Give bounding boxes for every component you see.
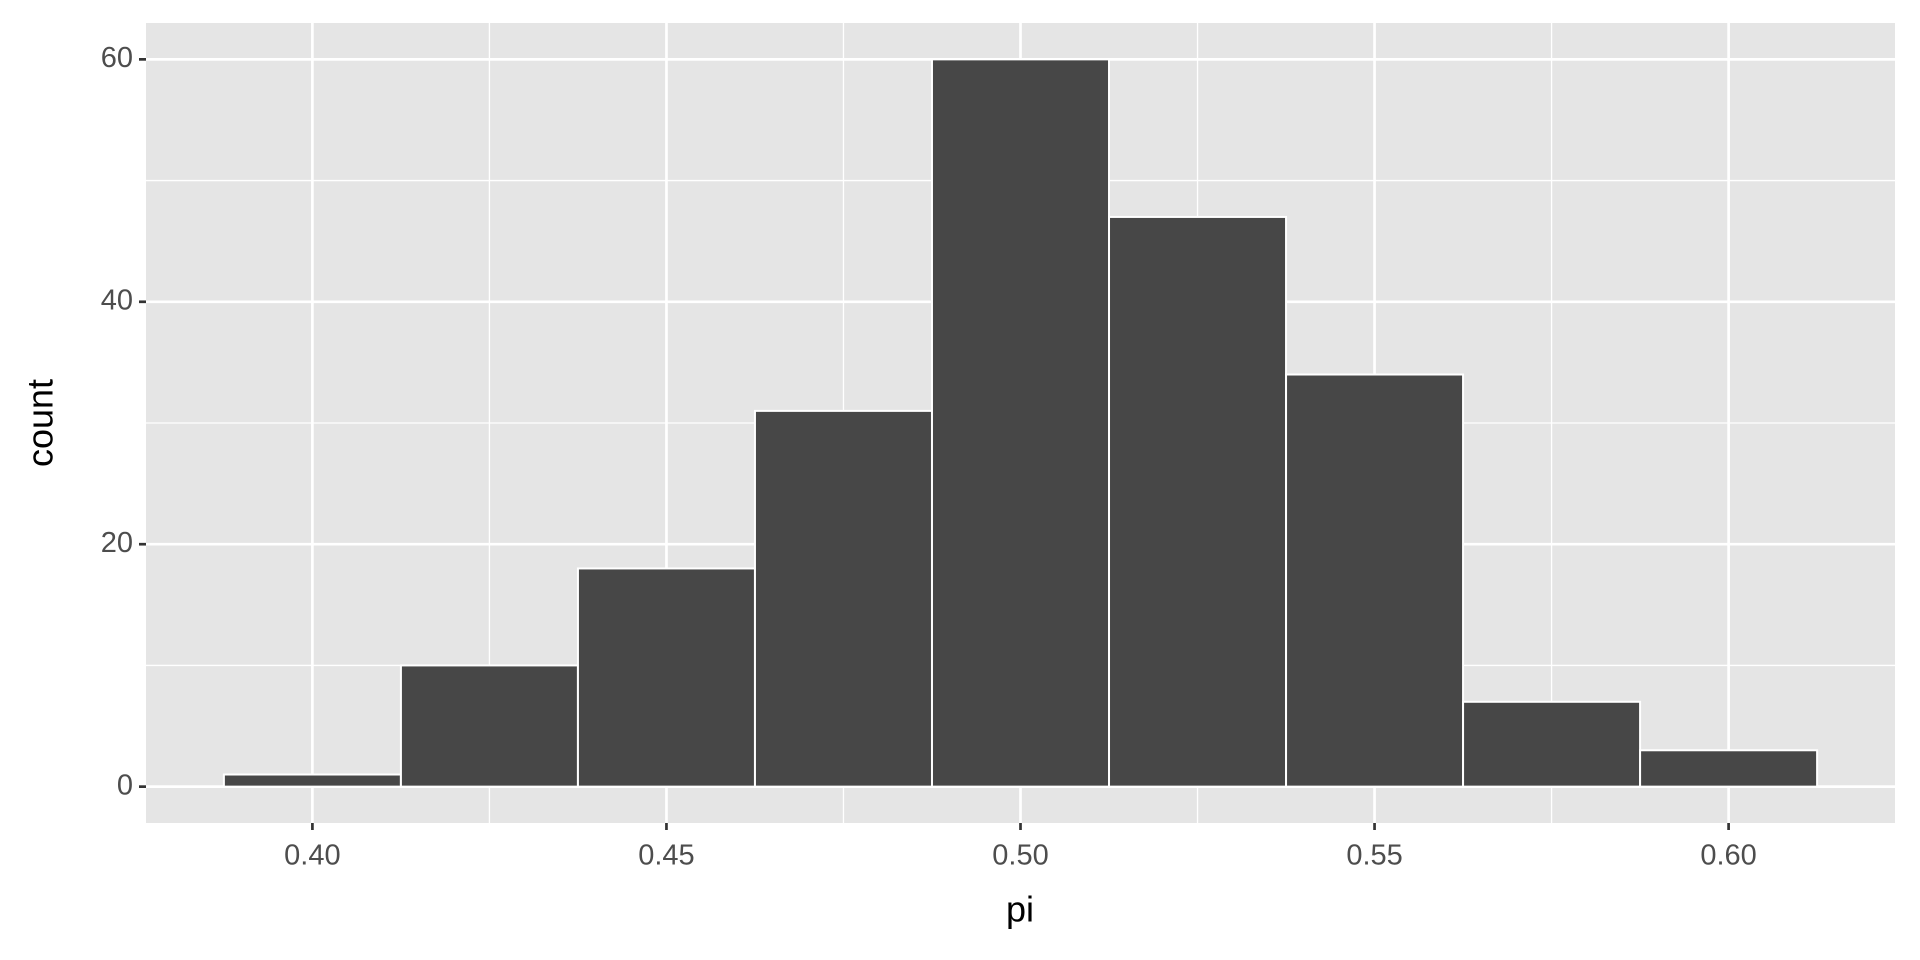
y-tick-label: 40 <box>101 284 133 316</box>
histogram-bar <box>399 664 579 788</box>
histogram-bar <box>1462 700 1642 788</box>
x-tick-label: 0.55 <box>1346 840 1402 872</box>
x-tick-label: 0.45 <box>638 840 694 872</box>
y-axis-title: count <box>20 379 61 467</box>
histogram-bar <box>1285 373 1465 788</box>
histogram-bar <box>222 773 402 788</box>
histogram-bar <box>1108 215 1288 788</box>
y-tick-label: 20 <box>101 527 133 559</box>
x-tick-label: 0.50 <box>992 840 1048 872</box>
y-tick-label: 0 <box>117 769 133 801</box>
histogram-bar <box>576 567 756 788</box>
histogram-bar <box>753 409 933 788</box>
y-tick-label: 60 <box>101 42 133 74</box>
x-tick-label: 0.40 <box>284 840 340 872</box>
x-axis-title: pi <box>1006 889 1034 930</box>
histogram-bar <box>1639 749 1819 788</box>
histogram-bar <box>930 58 1111 788</box>
x-tick-label: 0.60 <box>1700 840 1756 872</box>
